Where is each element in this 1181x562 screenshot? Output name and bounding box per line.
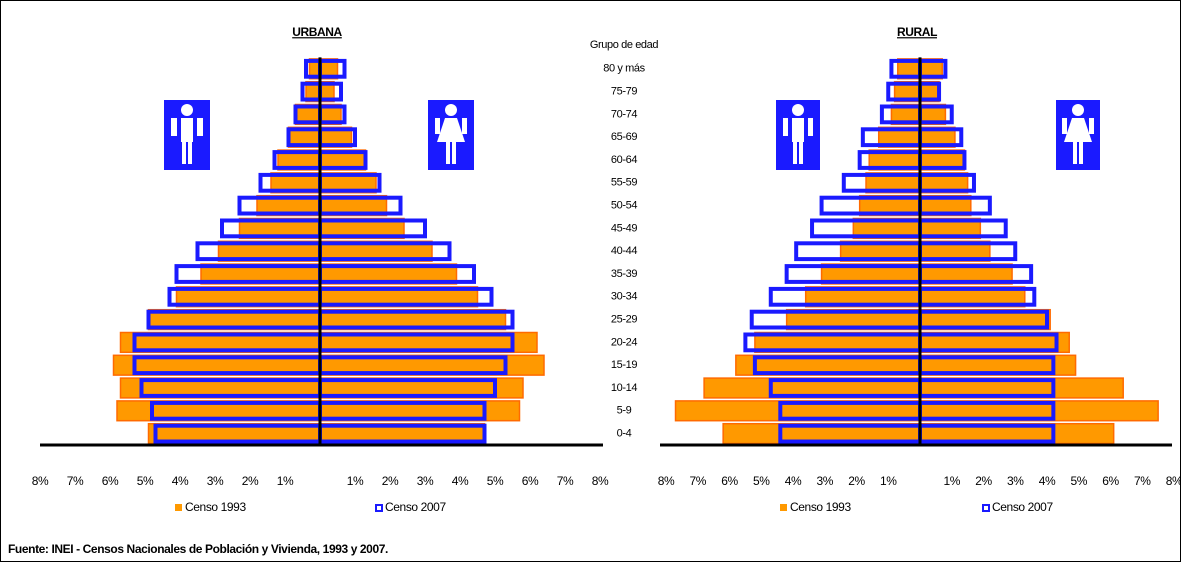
source-note: Fuente: INEI - Censos Nacionales de Pobl… [8, 542, 388, 556]
x-tick-label: 7% [1134, 474, 1151, 488]
age-axis-title: Grupo de edad [590, 39, 658, 51]
x-tick-label: 2% [848, 474, 865, 488]
x-tick-label: 5% [1070, 474, 1087, 488]
chart-title: URBANA [292, 25, 342, 39]
x-tick-label: 5% [137, 474, 154, 488]
x-tick-label: 3% [417, 474, 434, 488]
age-label: 35-39 [611, 268, 637, 280]
x-tick-label: 7% [557, 474, 574, 488]
age-label: 10-14 [611, 382, 637, 394]
age-label: 75-79 [611, 86, 637, 98]
x-tick-label: 7% [689, 474, 706, 488]
age-label: 30-34 [611, 291, 637, 303]
legend-swatch [375, 504, 383, 512]
age-label: 70-74 [611, 108, 637, 120]
legend-swatch [982, 504, 990, 512]
x-tick-label: 4% [172, 474, 189, 488]
x-tick-label: 5% [487, 474, 504, 488]
x-tick-label: 4% [1039, 474, 1056, 488]
age-label: 40-44 [611, 245, 637, 257]
age-label: 25-29 [611, 314, 637, 326]
x-tick-label: 6% [522, 474, 539, 488]
legend-swatch [175, 504, 182, 511]
x-tick-label: 6% [102, 474, 119, 488]
age-label: 20-24 [611, 336, 637, 348]
x-tick-label: 8% [1166, 474, 1181, 488]
x-tick-label: 3% [816, 474, 833, 488]
x-tick-label: 8% [658, 474, 675, 488]
age-label: 60-64 [611, 154, 637, 166]
x-tick-label: 3% [1007, 474, 1024, 488]
x-tick-label: 2% [242, 474, 259, 488]
age-label: 45-49 [611, 222, 637, 234]
x-tick-label: 2% [382, 474, 399, 488]
x-tick-label: 1% [347, 474, 364, 488]
female-icon [428, 100, 474, 170]
age-label: 55-59 [611, 177, 637, 189]
male-icon [164, 100, 210, 170]
legend-swatch [780, 504, 787, 511]
x-tick-label: 4% [452, 474, 469, 488]
x-tick-label: 8% [32, 474, 49, 488]
x-tick-label: 1% [277, 474, 294, 488]
age-label: 65-69 [611, 131, 637, 143]
age-label: 80 y más [603, 63, 645, 75]
female-icon [1056, 100, 1100, 170]
legend-label: Censo 1993 [790, 500, 851, 514]
age-label: 0-4 [617, 428, 632, 440]
age-label: 50-54 [611, 200, 637, 212]
male-icon [776, 100, 820, 170]
x-tick-label: 1% [943, 474, 960, 488]
x-tick-label: 7% [67, 474, 84, 488]
x-tick-label: 4% [785, 474, 802, 488]
legend-label: Censo 2007 [992, 500, 1053, 514]
age-label: 15-19 [611, 359, 637, 371]
legend-label: Censo 1993 [185, 500, 246, 514]
x-tick-label: 6% [721, 474, 738, 488]
x-tick-label: 1% [880, 474, 897, 488]
x-tick-label: 5% [753, 474, 770, 488]
x-tick-label: 8% [592, 474, 609, 488]
chart-title: RURAL [897, 25, 937, 39]
x-tick-label: 6% [1102, 474, 1119, 488]
x-tick-label: 2% [975, 474, 992, 488]
age-label: 5-9 [617, 405, 632, 417]
x-tick-label: 3% [207, 474, 224, 488]
legend-label: Censo 2007 [385, 500, 446, 514]
